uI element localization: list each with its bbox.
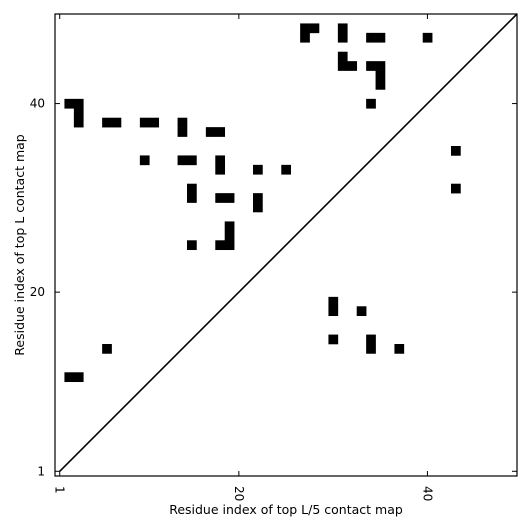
contact-cell [224, 240, 235, 251]
contact-cell [253, 193, 263, 203]
contact-cell [356, 306, 367, 317]
contact-cell [102, 117, 112, 128]
contact-cell [337, 61, 348, 71]
x-tick-label: 40 [420, 486, 434, 501]
contact-cell [451, 146, 461, 156]
contact-cell [281, 164, 292, 175]
contact-cell [375, 61, 386, 71]
contact-cell [375, 80, 386, 90]
contact-cell [149, 117, 160, 128]
contact-cell [215, 127, 226, 137]
contact-cell [328, 334, 339, 345]
y-axis-label: Residue index of top L contact map [12, 134, 27, 355]
contact-cell [253, 202, 263, 213]
contact-cell [422, 32, 433, 43]
contact-cell [64, 372, 75, 383]
contact-cell [187, 183, 197, 194]
contact-cell [347, 61, 358, 71]
contact-cell [215, 240, 226, 251]
contact-cell [337, 23, 348, 34]
contact-cell [451, 183, 461, 194]
contact-cell [111, 117, 122, 128]
plot-frame [54, 13, 518, 477]
contact-cell [73, 372, 84, 383]
contact-cell [300, 23, 310, 34]
contact-cell [187, 155, 197, 166]
y-tick-label: 20 [30, 285, 45, 299]
contact-cell [309, 23, 320, 34]
contact-cell [215, 155, 226, 166]
x-tick-label: 1 [53, 486, 67, 494]
contact-cell [102, 344, 112, 354]
contact-cell [328, 296, 339, 307]
contact-cell [366, 344, 376, 354]
contact-cell [253, 164, 263, 175]
y-tick-label: 40 [30, 97, 45, 111]
contact-cell [328, 306, 339, 317]
contact-cell [139, 155, 150, 166]
contact-cell [375, 70, 386, 81]
contact-cell [224, 193, 235, 203]
contact-cell [300, 32, 310, 43]
contact-cell [224, 230, 235, 241]
contact-cell [73, 117, 84, 128]
contact-cell [177, 127, 188, 137]
contact-cell [337, 51, 348, 62]
contact-cell [73, 98, 84, 109]
contact-cell [187, 193, 197, 203]
contact-cell [139, 117, 150, 128]
x-axis-label: Residue index of top L/5 contact map [169, 502, 403, 517]
contact-cell [366, 32, 376, 43]
contact-cell [224, 221, 235, 232]
y-tick-label: 1 [37, 464, 45, 478]
diagonal-line [59, 13, 518, 472]
contact-cell [366, 334, 376, 345]
contact-cell [205, 127, 216, 137]
contact-cell [215, 164, 226, 175]
contact-cells [64, 23, 461, 383]
contact-cell [394, 344, 405, 354]
contact-cell [375, 32, 386, 43]
contact-cell [64, 98, 75, 109]
contact-cell [187, 240, 197, 251]
contact-cell [215, 193, 226, 203]
x-tick-label: 20 [232, 486, 246, 501]
contact-cell [177, 155, 188, 166]
axis-ticks [55, 14, 517, 476]
contact-cell [177, 117, 188, 128]
contact-cell [366, 98, 376, 109]
contact-cell [337, 32, 348, 43]
contact-cell [366, 61, 376, 71]
tick-labels: 1 20 40 1 20 40 [30, 97, 435, 502]
contact-cell [73, 108, 84, 119]
